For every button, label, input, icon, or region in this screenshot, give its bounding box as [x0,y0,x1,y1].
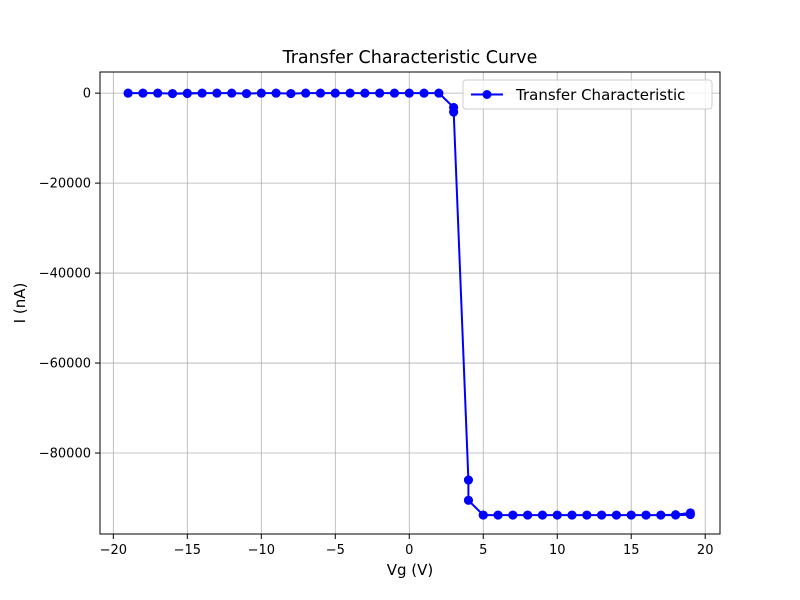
data-point [685,508,695,518]
data-point [241,89,251,99]
x-tick-label: 0 [405,543,413,558]
data-point [626,510,636,520]
data-point [227,88,237,98]
legend-marker-swatch [482,90,492,99]
x-tick-label: 10 [549,543,566,558]
data-point [182,89,192,99]
y-axis-label: I (nA) [11,283,29,324]
data-point [419,88,429,98]
legend-box [462,79,713,110]
data-point [330,88,340,98]
data-point [552,510,562,520]
data-point [138,88,148,98]
data-point [389,88,399,98]
data-point [434,88,444,98]
legend: Transfer Characteristic [462,79,713,110]
data-point [493,510,503,520]
data-point [567,510,577,520]
data-point [611,510,621,520]
x-tick-label: −15 [174,543,201,558]
y-tick-label: 0 [83,87,91,102]
ticks: −20 −15 −10 −5 0 5 10 15 20 0 −20000 −40000 −60000 −8… [39,87,714,558]
data-point [597,510,607,520]
data-point [449,103,459,113]
data-point [315,88,325,98]
x-tick-label: −5 [326,543,345,558]
data-point [523,510,533,520]
x-tick-label: 5 [479,543,487,558]
data-point [404,88,414,98]
data-point [256,88,266,98]
y-tick-label: −80000 [39,447,91,462]
data-point [671,510,681,520]
data-point [345,88,355,98]
x-tick-label: 20 [697,543,714,558]
y-tick-label: −60000 [39,357,91,372]
data-point [656,510,666,520]
data-point [463,495,473,505]
data-point [153,88,163,98]
plot-frame [99,71,721,535]
data-point [582,510,592,520]
legend-label: Transfer Characteristic [515,86,685,104]
data-point [375,88,385,98]
data-point [508,510,518,520]
chart-title: Transfer Characteristic Curve [282,48,538,68]
data-point [271,88,281,98]
data-point [537,510,547,520]
data-point [478,510,488,520]
x-tick-label: 15 [623,543,640,558]
data-point [123,88,133,98]
data-point [463,475,473,485]
data-point [212,88,222,98]
y-tick-label: −20000 [39,177,91,192]
data-point [360,88,370,98]
data-point [286,89,296,99]
data-point [197,88,207,98]
data-point [168,89,178,99]
x-tick-label: −20 [100,543,127,558]
x-axis-label: Vg (V) [387,561,434,579]
data-point [641,510,651,520]
series-layer [123,88,695,520]
data-point [301,88,311,98]
y-tick-label: −40000 [39,267,91,282]
x-tick-label: −10 [248,543,275,558]
